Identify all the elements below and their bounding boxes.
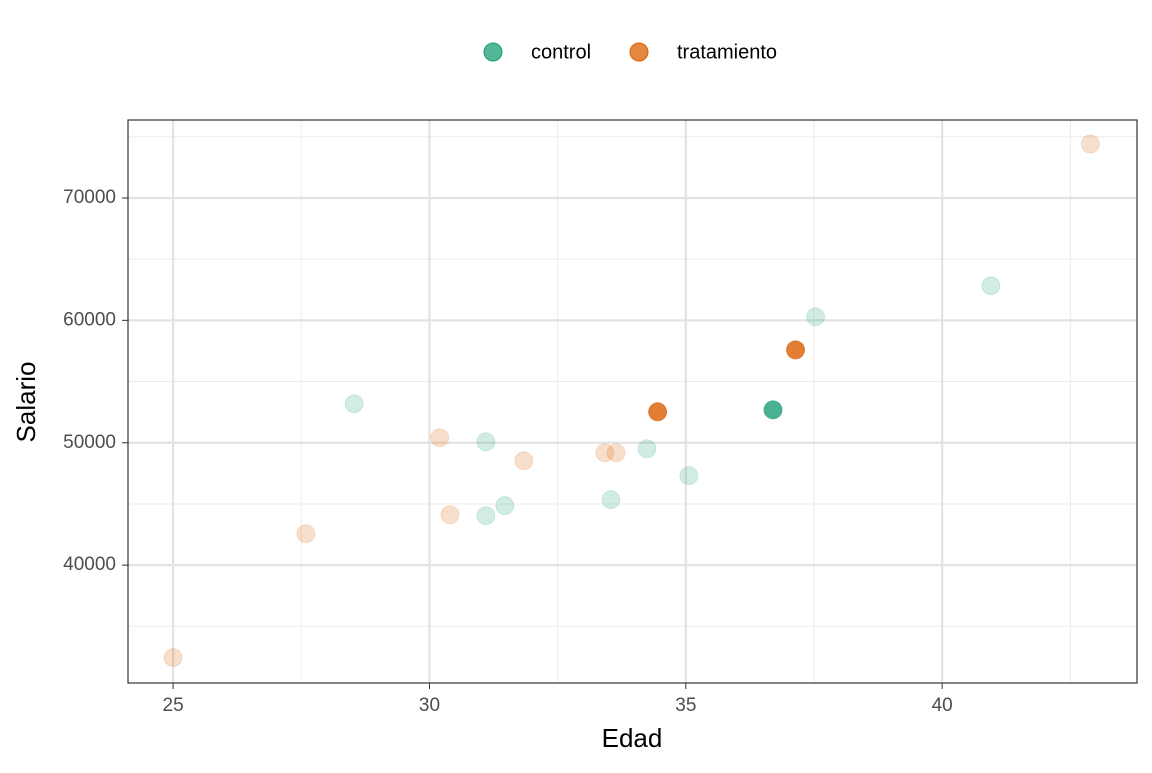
point [430,428,450,448]
point [601,490,621,510]
x-tick-label: 30 [419,695,440,716]
point [981,276,1001,296]
point [763,400,783,420]
point [495,496,515,516]
x-tick-label: 25 [163,695,184,716]
y-tick-label: 40000 [63,554,116,575]
x-tick-label: 40 [932,695,953,716]
legend-marker [629,42,649,62]
x-axis-label: Edad [602,723,663,753]
point [595,443,615,463]
point [679,466,699,486]
point [440,505,460,525]
point [648,402,668,422]
point [514,451,534,471]
y-tick-label: 60000 [63,309,116,330]
y-axis-label: Salario [11,362,41,443]
point [806,307,826,327]
legend-marker [483,42,503,62]
point [476,432,496,452]
legend-label: control [531,41,591,63]
legend-label: tratamiento [677,41,777,63]
y-tick-label: 70000 [63,187,116,208]
point [344,394,364,414]
y-tick-label: 50000 [63,432,116,453]
point [637,439,657,459]
point [606,443,626,463]
x-tick-label: 35 [675,695,696,716]
point [476,506,496,526]
point [163,648,183,668]
point [786,340,806,360]
point [296,524,316,544]
plot-border [127,119,1138,684]
point [1080,134,1100,154]
